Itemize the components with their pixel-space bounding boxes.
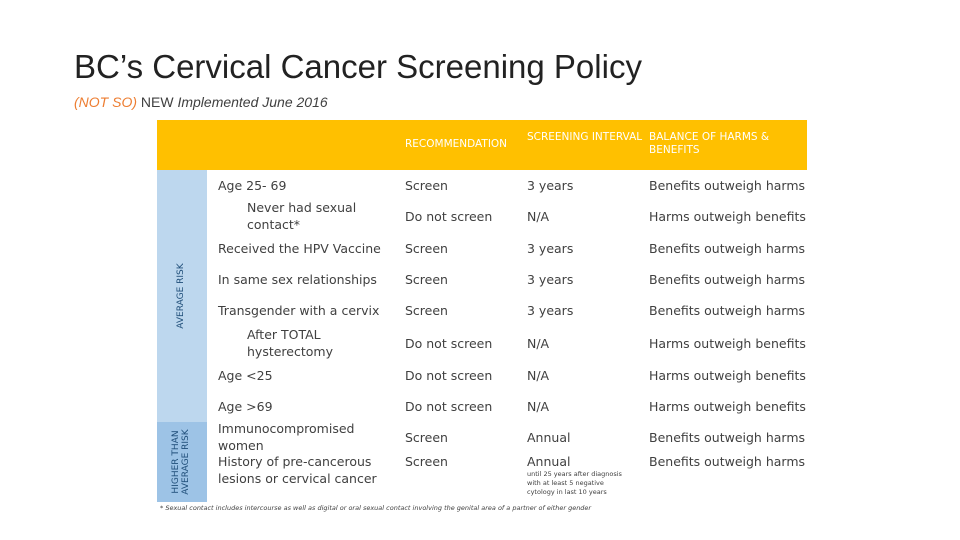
row-cell: Screen bbox=[405, 272, 448, 287]
title: BC’s Cervical Cancer Screening Policy bbox=[74, 48, 642, 85]
row-cell: N/A bbox=[527, 208, 550, 224]
subtitle: (NOT SO) NEW Implemented June 2016 bbox=[74, 94, 328, 110]
column-header: RECOMMENDATION bbox=[405, 138, 508, 150]
row-cell: Benefits outweigh harms bbox=[649, 303, 806, 318]
row-cell: 3 years bbox=[527, 177, 574, 193]
group-label-line: AVERAGE RISK bbox=[176, 263, 186, 329]
row-cell: Screen bbox=[405, 303, 448, 318]
row-label: History of pre-cancerous lesions or cerv… bbox=[218, 454, 377, 486]
group-strip bbox=[157, 170, 207, 422]
group-label-line: AVERAGE RISK bbox=[181, 429, 191, 495]
row-cell: Harms outweigh benefits bbox=[649, 368, 806, 383]
row-label: Age >69 bbox=[218, 399, 273, 414]
row-cell: Benefits outweigh harms bbox=[649, 429, 806, 445]
row-cell: Harms outweigh benefits bbox=[649, 335, 806, 351]
row-cell: Screen bbox=[405, 177, 448, 193]
group-strip bbox=[157, 422, 207, 502]
row-label: Transgender with a cervix bbox=[218, 303, 380, 318]
row-cell: N/A bbox=[527, 399, 550, 414]
row-label: Immunocompromised women bbox=[218, 421, 355, 453]
column-header: BALANCE OF HARMS & BENEFITS bbox=[649, 131, 770, 156]
row-cell: Benefits outweigh harms bbox=[649, 454, 806, 469]
group-label-line: HIGHER THAN bbox=[171, 430, 181, 494]
row-cell: Benefits outweigh harms bbox=[649, 240, 806, 256]
row-cell: Do not screen bbox=[405, 368, 493, 383]
row-label: Received the HPV Vaccine bbox=[218, 240, 381, 256]
column-header: SCREENING INTERVAL bbox=[527, 131, 643, 143]
subtitle-new: NEW bbox=[140, 94, 174, 110]
row-cell: Annual bbox=[527, 454, 571, 469]
row-cell: Harms outweigh benefits bbox=[649, 399, 806, 414]
row-cell: Screen bbox=[405, 240, 448, 256]
row-cell: Harms outweigh benefits bbox=[649, 208, 806, 224]
row-label: Never had sexual contact* bbox=[247, 200, 357, 232]
group-label: AVERAGE RISK bbox=[169, 170, 193, 422]
row-cell: Benefits outweigh harms bbox=[649, 177, 806, 193]
row-label: Age <25 bbox=[218, 368, 273, 383]
row-cell: Do not screen bbox=[405, 335, 493, 351]
row-cell: N/A bbox=[527, 335, 550, 351]
row-cell: 3 years bbox=[527, 272, 574, 287]
row-label: After TOTAL hysterectomy bbox=[247, 327, 333, 359]
subtitle-rest: Implemented June 2016 bbox=[177, 94, 328, 110]
subtitle-prefix: (NOT SO) bbox=[74, 94, 137, 110]
row-label: Age 25- 69 bbox=[218, 177, 287, 193]
row-cell: Do not screen bbox=[405, 399, 493, 414]
row-label: In same sex relationships bbox=[218, 272, 377, 287]
row-cell: Do not screen bbox=[405, 208, 493, 224]
row-cell: Screen bbox=[405, 429, 448, 445]
header-row bbox=[157, 120, 807, 170]
row-cell: N/A bbox=[527, 368, 550, 383]
row-note: until 25 years after diagnosis with at l… bbox=[527, 470, 622, 496]
row-cell: 3 years bbox=[527, 240, 574, 256]
row-cell: Benefits outweigh harms bbox=[649, 272, 806, 287]
group-label: HIGHER THAN AVERAGE RISK bbox=[169, 422, 193, 502]
row-cell: 3 years bbox=[527, 303, 574, 318]
row-cell: Annual bbox=[527, 429, 571, 445]
footnote: * Sexual contact includes intercourse as… bbox=[160, 504, 592, 512]
row-cell: Screen bbox=[405, 454, 448, 469]
